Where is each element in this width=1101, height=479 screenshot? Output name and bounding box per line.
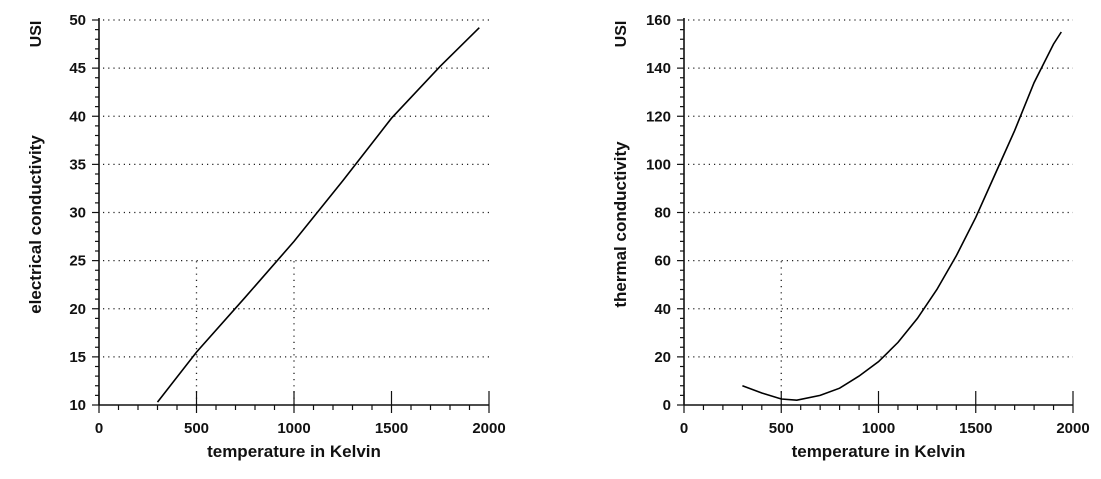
x-tick-label: 2000 — [472, 420, 505, 437]
y-tick-label: 0 — [663, 397, 671, 414]
y-tick-label: 50 — [69, 12, 86, 29]
y-tick-label: 120 — [646, 108, 671, 125]
x-tick-label: 1500 — [959, 420, 992, 437]
y-tick-label: 80 — [654, 205, 671, 222]
unit-label: USI — [28, 21, 45, 48]
y-tick-label: 35 — [69, 156, 86, 173]
y-tick-label: 45 — [69, 60, 86, 77]
y-tick-label: 20 — [654, 349, 671, 366]
x-tick-label: 1000 — [862, 420, 895, 437]
y-tick-label: 160 — [646, 12, 671, 29]
x-tick-label: 1500 — [375, 420, 408, 437]
y-tick-label: 40 — [654, 301, 671, 318]
y-tick-label: 100 — [646, 156, 671, 173]
series-line — [742, 31, 1062, 402]
y-tick-label: 40 — [69, 108, 86, 125]
x-tick-label: 0 — [95, 420, 103, 437]
y-tick-label: 140 — [646, 60, 671, 77]
y-tick-label: 15 — [69, 349, 86, 366]
y-tick-label: 60 — [654, 253, 671, 270]
y-tick-label: 25 — [69, 253, 86, 270]
x-tick-label: 0 — [680, 420, 688, 437]
y-tick-label: 20 — [69, 301, 86, 318]
x-tick-label: 500 — [769, 420, 794, 437]
x-tick-label: 1000 — [277, 420, 310, 437]
x-tick-label: 500 — [184, 420, 209, 437]
y-axis-title: thermal conductivity — [611, 141, 630, 308]
x-axis-title: temperature in Kelvin — [792, 442, 966, 461]
series-line — [156, 27, 480, 403]
unit-label: USI — [613, 21, 630, 48]
chart-2: 0 20 40 60 80 100 120 140 160 0 500 1000 1500 2000 tem… — [611, 12, 1090, 461]
x-tick-label: 2000 — [1056, 420, 1089, 437]
y-tick-label: 30 — [69, 205, 86, 222]
y-axis-title: electrical conductivity — [26, 135, 45, 314]
y-tick-label: 10 — [69, 397, 86, 414]
x-axis-title: temperature in Kelvin — [207, 442, 381, 461]
